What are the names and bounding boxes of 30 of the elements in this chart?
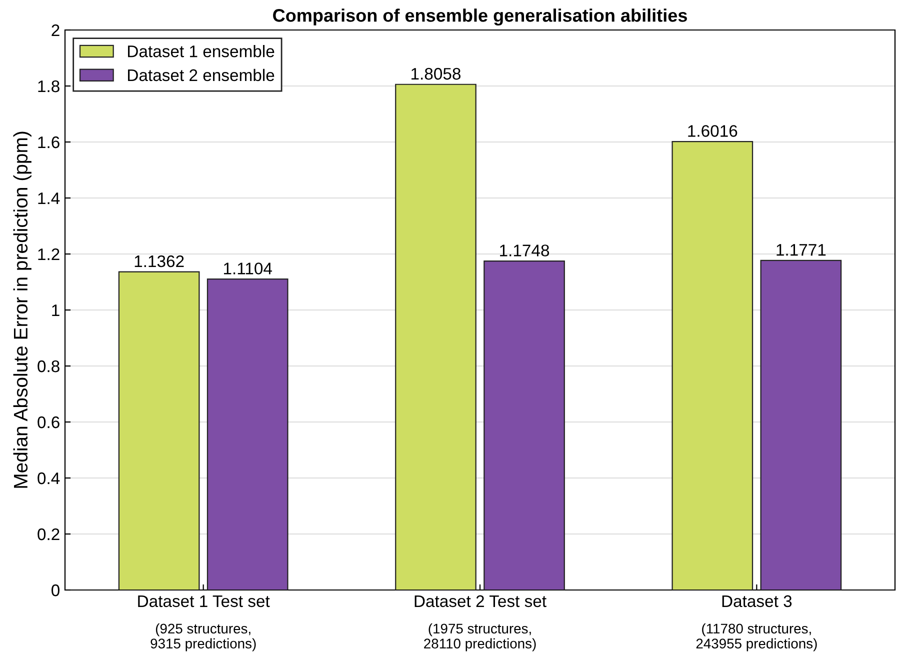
y-tick-label: 0.8 [38, 360, 60, 372]
y-tick-label: 0.6 [38, 416, 60, 428]
data-label: 1.8058 [412, 68, 460, 80]
y-tick-label: 1.8 [38, 80, 60, 92]
y-tick-label: 0.4 [38, 472, 60, 484]
bar [484, 260, 565, 590]
data-label: 1.1362 [134, 255, 184, 268]
data-label: 1.1748 [500, 244, 550, 256]
bar [672, 140, 754, 590]
y-tick-label: 1 [52, 304, 60, 316]
category-label: Dataset 1 Test set (925 structures, 9315 predictions) [138, 595, 270, 652]
bar [395, 84, 476, 590]
bar [206, 278, 288, 590]
y-tick-label: 2 [52, 24, 60, 36]
bar [760, 260, 842, 590]
bar [118, 271, 200, 590]
y-tick-label: 1.4 [38, 192, 60, 204]
y-tick-label: 1.2 [38, 248, 60, 260]
data-label: 1.1104 [224, 262, 272, 274]
category-label: Dataset 2 Test set (1975 structures, 28110 predictions) [414, 595, 546, 652]
y-tick-label: 0 [52, 584, 60, 596]
y-axis-title: Median Absolute Error in prediction (ppm) [13, 132, 32, 488]
category-label: Dataset 3 (11780 structures, 243955 predictions) [696, 595, 817, 652]
chart-title: Comparison of ensemble generalisation abilities [273, 8, 687, 26]
y-tick-label: 1.6 [38, 136, 60, 148]
legend-label: Dataset 2 ensemble [128, 68, 274, 82]
data-label: 1.1771 [776, 244, 826, 256]
y-tick-label: 0.2 [38, 528, 60, 540]
data-label: 1.6016 [688, 125, 738, 137]
legend-label: Dataset 1 ensemble [128, 45, 274, 58]
